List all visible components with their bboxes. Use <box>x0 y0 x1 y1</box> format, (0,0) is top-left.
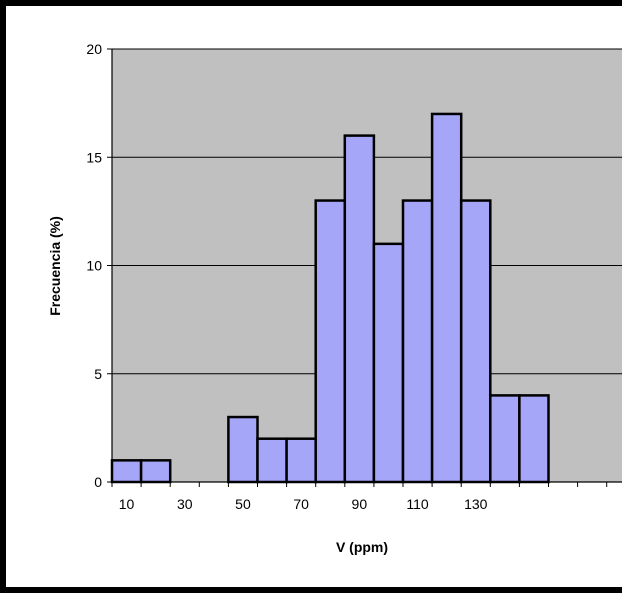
bar-110 <box>401 199 434 484</box>
x-tick-label-30: 30 <box>177 496 193 512</box>
axes <box>107 48 622 487</box>
x-tick-label-70: 70 <box>293 496 309 512</box>
bar-90 <box>343 134 376 484</box>
bar-80 <box>314 199 347 484</box>
y-tick-label-10: 10 <box>86 258 102 274</box>
bar-150 <box>518 394 550 484</box>
bar-10 <box>110 459 143 484</box>
y-tick-label-0: 0 <box>94 474 102 490</box>
bars <box>110 112 550 484</box>
y-axis-title: Frecuencia (%) <box>47 216 63 316</box>
x-tick-label-10: 10 <box>119 496 135 512</box>
bar-140 <box>489 394 521 484</box>
x-axis-title: V (ppm) <box>336 539 388 555</box>
y-tick-label-5: 5 <box>94 366 102 382</box>
x-tick-labels: 10 30 50 70 90 110 130 <box>119 496 488 512</box>
bar-60 <box>256 437 288 484</box>
x-tick-label-110: 110 <box>406 496 429 512</box>
bar-130 <box>459 199 492 484</box>
bar-70 <box>285 437 317 484</box>
x-tick-label-90: 90 <box>352 496 368 512</box>
y-tick-labels: 0 5 10 15 20 <box>86 41 102 490</box>
bar-20 <box>139 459 172 484</box>
bar-100 <box>372 242 405 484</box>
bar-50 <box>227 415 259 484</box>
y-tick-label-20: 20 <box>86 41 102 57</box>
y-tick-label-15: 15 <box>86 149 102 165</box>
x-tick-label-130: 130 <box>464 496 488 512</box>
x-tick-label-50: 50 <box>235 496 251 512</box>
bar-120 <box>430 112 463 484</box>
